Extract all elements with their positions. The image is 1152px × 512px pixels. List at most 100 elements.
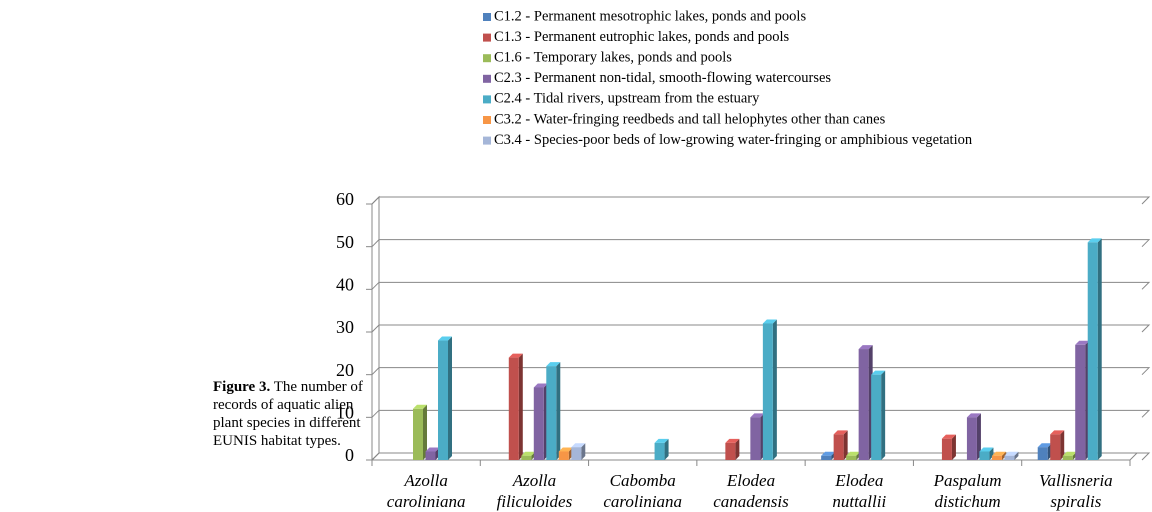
bar-top xyxy=(1050,430,1065,435)
caption-label: Figure 3. xyxy=(213,379,271,395)
x-tick-label: Elodea canadensis xyxy=(713,471,789,511)
bar-top xyxy=(654,438,669,443)
bar xyxy=(438,340,448,460)
y-tick-label: 0 xyxy=(345,445,354,465)
legend-swatch xyxy=(483,136,491,145)
bar-top xyxy=(1087,238,1102,243)
bar xyxy=(762,323,773,460)
bar xyxy=(846,455,857,460)
bar-side xyxy=(976,413,981,460)
bar xyxy=(558,451,569,460)
bar-top xyxy=(1062,451,1077,456)
grid-line xyxy=(371,367,1151,376)
x-tick-label: Azolla caroliniana xyxy=(387,471,466,511)
bar-top xyxy=(571,443,586,448)
bar xyxy=(871,374,882,460)
bar-top xyxy=(833,430,848,435)
bar xyxy=(1087,242,1098,460)
bar-side xyxy=(951,434,956,460)
figure-caption: Figure 3. The number of records of aquat… xyxy=(213,378,373,450)
x-tick-label: Paspalum distichum xyxy=(933,471,1002,511)
y-tick-label: 40 xyxy=(336,274,354,294)
bar-top xyxy=(438,336,452,341)
bar xyxy=(571,447,582,460)
bar-top xyxy=(1075,340,1090,345)
bar-top xyxy=(979,447,994,452)
legend-label: C1.2 - Permanent mesotrophic lakes, pond… xyxy=(494,8,806,24)
x-tick-label: Cabomba caroliniana xyxy=(603,471,682,511)
legend-swatch xyxy=(483,116,491,124)
bar-side xyxy=(664,438,669,460)
bar-side xyxy=(735,438,740,460)
bar xyxy=(533,387,544,460)
bar-side xyxy=(843,430,848,460)
bar xyxy=(821,455,832,460)
bar-top xyxy=(858,345,873,350)
bar xyxy=(750,417,761,460)
legend-swatch xyxy=(483,95,491,104)
bar-side xyxy=(772,319,777,460)
legend-label: C2.4 - Tidal rivers, upstream from the e… xyxy=(494,91,760,107)
bar xyxy=(858,349,869,460)
bar-top xyxy=(1037,443,1052,448)
bar xyxy=(833,434,844,460)
grid-line xyxy=(371,281,1151,290)
bar-top xyxy=(558,447,573,452)
bar-top xyxy=(966,413,981,418)
bar xyxy=(1062,455,1073,460)
legend-swatch xyxy=(483,54,491,63)
legend-label: C1.3 - Permanent eutrophic lakes, ponds … xyxy=(494,29,790,45)
bar-side xyxy=(581,443,586,460)
y-tick-label: 60 xyxy=(336,189,354,209)
bar-top xyxy=(725,438,740,443)
legend-swatch xyxy=(483,33,491,42)
legend-swatch xyxy=(483,13,491,21)
bar-top xyxy=(413,404,427,409)
bar-top xyxy=(846,451,861,456)
bar-top xyxy=(991,451,1006,456)
bar-side xyxy=(1097,238,1102,460)
grid-line xyxy=(371,196,1151,205)
bar-top xyxy=(941,434,956,439)
y-tick-label: 30 xyxy=(336,317,354,337)
legend-label: C2.3 - Permanent non-tidal, smooth-flowi… xyxy=(494,70,831,86)
bar-top xyxy=(762,319,777,324)
bar xyxy=(425,451,436,460)
bar-top xyxy=(508,353,523,358)
bar xyxy=(1050,434,1061,460)
bar-side xyxy=(1001,451,1006,460)
x-tick-label: Vallisneria spiralis xyxy=(1039,471,1113,511)
legend-label: C3.4 - Species-poor beds of low-growing … xyxy=(494,132,973,148)
bar xyxy=(725,442,736,460)
bar xyxy=(546,366,557,460)
bar-side xyxy=(881,370,886,460)
bar-top xyxy=(1004,451,1019,456)
bar xyxy=(521,455,532,460)
bar xyxy=(979,451,990,460)
y-tick-label: 50 xyxy=(336,232,354,252)
bar xyxy=(1037,447,1048,460)
bar-top xyxy=(533,383,548,388)
bar-top xyxy=(521,451,536,456)
bar-top xyxy=(546,362,561,367)
bar-top xyxy=(425,447,440,452)
grid-line xyxy=(371,324,1151,333)
legend-label: C3.2 - Water-fringing reedbeds and tall … xyxy=(494,111,886,127)
bar xyxy=(966,417,977,460)
caption-text: The number of records of aquatic alien p… xyxy=(213,379,363,449)
y-tick-label: 20 xyxy=(336,360,354,380)
bar-top xyxy=(871,370,886,375)
legend-swatch xyxy=(483,74,491,83)
bar xyxy=(654,442,665,460)
legend-label: C1.6 - Temporary lakes, ponds and pools xyxy=(494,50,732,66)
bar-side xyxy=(556,362,561,460)
bar-side xyxy=(423,404,427,460)
x-tick-label: Elodea nuttallii xyxy=(832,471,886,511)
bar xyxy=(1004,455,1015,460)
bar-side xyxy=(448,336,452,460)
bar-side xyxy=(518,353,523,460)
bar-top xyxy=(750,413,765,418)
bar xyxy=(1075,344,1086,460)
